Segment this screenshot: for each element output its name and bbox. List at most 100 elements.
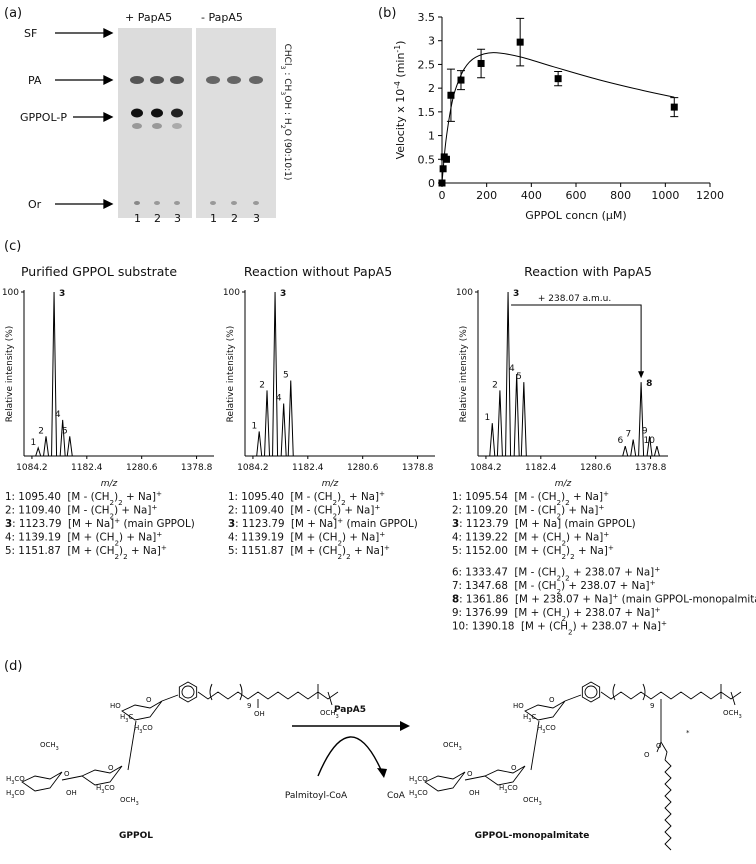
bond xyxy=(664,759,672,851)
text-segment: 3 xyxy=(11,794,14,800)
peak xyxy=(646,436,653,457)
peak-label: 5 xyxy=(516,372,522,382)
text-segment: CO xyxy=(14,789,25,797)
text-segment: ) + Na] xyxy=(342,532,379,544)
bond xyxy=(81,765,123,786)
peak-label: 4 xyxy=(55,410,61,420)
text-segment: 2 xyxy=(561,614,566,623)
text-segment: + xyxy=(661,618,667,627)
text-segment: + xyxy=(379,529,385,538)
text-segment: 2 xyxy=(557,498,562,507)
cosubstrate-label: Palmitoyl-CoA xyxy=(285,791,348,801)
text-segment: 2 xyxy=(557,511,562,520)
atom-label: OH xyxy=(66,789,77,797)
text-segment: 3 xyxy=(228,518,235,530)
text-segment: H xyxy=(409,775,414,783)
peak xyxy=(653,446,660,457)
text-segment: + xyxy=(156,529,162,538)
legend-line: 3: 1123.79 [M + Na] (main GPPOL) xyxy=(452,518,636,530)
y-tick-label: 1.5 xyxy=(418,106,436,119)
peak xyxy=(638,382,645,457)
y-tick-label: 1 xyxy=(428,130,435,143)
peak-label: 8 xyxy=(646,379,652,389)
x-tick-label: 1084.2 xyxy=(470,463,502,473)
annotation: + 238.07 a.m.u. xyxy=(538,294,611,304)
bond xyxy=(317,684,333,706)
atom-label: H3CO xyxy=(96,784,115,795)
y-axis-label: Relative intensity (%) xyxy=(5,326,15,423)
x-tick-label: 1084.2 xyxy=(237,463,269,473)
bond xyxy=(464,775,486,781)
text-segment: 3 xyxy=(414,780,417,786)
y-tick-label: 0 xyxy=(428,177,435,190)
arrow-head xyxy=(377,768,387,778)
x-axis-label: m/z xyxy=(101,479,118,489)
atom-label: O xyxy=(549,696,555,704)
text-segment: 3 xyxy=(504,789,507,795)
text-segment: O xyxy=(511,764,517,772)
text-segment: 1: 1095.40 [M - (CH xyxy=(5,491,110,503)
text-segment: ) + Na] xyxy=(119,532,156,544)
legend-line: 4: 1139.19 [M + (CH2) + Na]+ xyxy=(228,529,385,547)
text-segment: H xyxy=(96,784,101,792)
data-point xyxy=(516,38,524,46)
text-segment: O (90:10:1) xyxy=(282,129,292,181)
legend-line: 4: 1139.22 [M + (CH2) + Na]+ xyxy=(452,529,609,547)
atom-label: H3CO xyxy=(409,775,428,786)
peak xyxy=(622,446,629,457)
peak xyxy=(505,291,512,457)
text-segment: 3 xyxy=(336,714,339,720)
text-segment: 3 xyxy=(280,65,287,69)
y-axis-label: Relative intensity (%) xyxy=(459,326,469,423)
peak xyxy=(287,380,294,457)
atom-label: HO xyxy=(110,702,121,710)
text-segment: C xyxy=(128,713,133,721)
peak-label: 5 xyxy=(62,426,68,436)
text-segment: 2 xyxy=(570,552,575,561)
bond xyxy=(720,684,736,706)
legend-line: 3: 1123.79 [M + Na]+ (main GPPOL) xyxy=(5,516,195,531)
bond xyxy=(197,691,339,700)
lane-group-label: + PapA5 xyxy=(125,11,172,24)
peak xyxy=(51,291,58,457)
peak-label: 7 xyxy=(625,430,631,440)
text-segment: 2 xyxy=(346,552,351,561)
text-segment: + xyxy=(114,516,120,525)
text-segment: + Na] xyxy=(351,545,384,557)
text-segment: 2 xyxy=(561,552,566,561)
panel-label: (d) xyxy=(4,659,22,674)
text-segment: + xyxy=(156,489,162,498)
text-segment: O xyxy=(146,696,152,704)
coproduct-label: CoA xyxy=(387,791,406,801)
text-segment: 7: 1347.68 [M - (CH xyxy=(452,580,557,592)
text-segment: 2 xyxy=(557,587,562,596)
text-segment: ) + Na] xyxy=(114,505,151,517)
bond xyxy=(656,699,668,761)
text-segment: : 1123.79 [M + Na] xyxy=(235,518,337,530)
text-segment: 3 xyxy=(125,718,128,724)
text-segment: ) + 238.07 + Na] xyxy=(566,607,654,619)
text-segment: (main GPPOL-monopalmitate) xyxy=(618,594,756,606)
atom-label: H3CO xyxy=(6,775,25,786)
legend-line: 2: 1109.40 [M - (CH2) + Na]+ xyxy=(228,502,380,520)
text-segment: 2: 1109.40 [M - (CH xyxy=(228,505,333,517)
text-segment: + Na] xyxy=(128,545,161,557)
text-segment: + 238.07 + Na] xyxy=(570,567,654,579)
text-segment: CO xyxy=(417,789,428,797)
peak-label: 1 xyxy=(485,413,491,423)
text-segment: 9 xyxy=(650,702,654,710)
data-point xyxy=(670,103,678,111)
text-segment: 1: 1095.40 [M - (CH xyxy=(228,491,333,503)
atom-label: OH xyxy=(469,789,480,797)
atom-label: 9 xyxy=(247,702,251,710)
data-point xyxy=(438,179,446,187)
text-segment: 2: 1109.20 [M - (CH xyxy=(452,505,557,517)
data-point xyxy=(477,59,485,67)
legend-line: 2: 1109.40 [M - (CH2) + Na]+ xyxy=(5,502,157,520)
text-segment: -1 xyxy=(393,45,402,53)
x-axis-label: GPPOL concn (μM) xyxy=(525,209,626,222)
atom-label: O xyxy=(644,751,650,759)
text-segment: CO xyxy=(417,775,428,783)
text-segment: 2 xyxy=(118,498,123,507)
peak-label: 1 xyxy=(30,438,36,448)
